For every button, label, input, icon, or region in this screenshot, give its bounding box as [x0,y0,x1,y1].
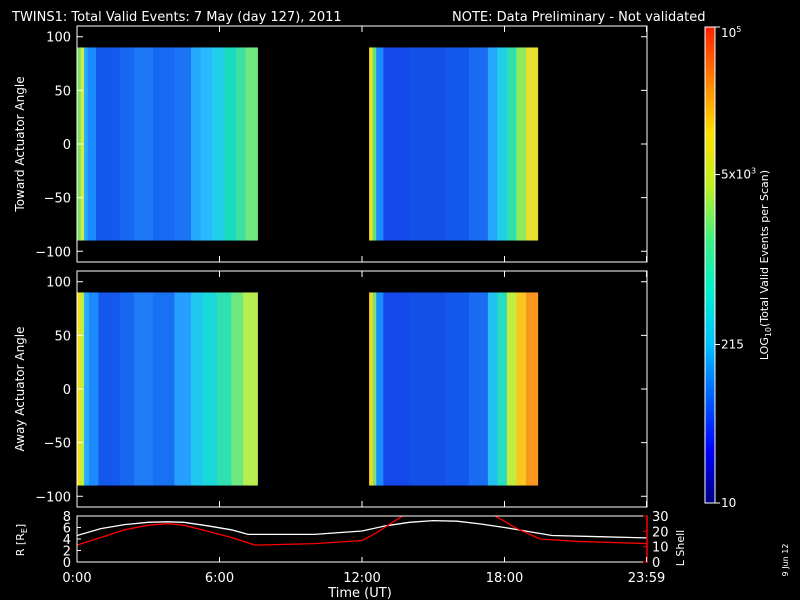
date-stamp: 9 Jun 12 [781,544,790,577]
colorbar-tick-label: 5x103 [721,167,756,182]
y-tick-label: 50 [54,84,71,99]
heatmap-cell [372,47,377,241]
heatmap-cell [119,47,135,241]
heatmap-cell [506,47,517,241]
y-tick-label: 4 [63,533,71,548]
heatmap-cell [245,47,258,241]
heatmap-cell [525,292,539,486]
heatmap-cell [236,47,247,241]
heatmap-cell [497,47,508,241]
y-tick-label: −50 [44,192,71,207]
y-tick-label: −100 [35,490,71,505]
heatmap-cell [174,292,192,486]
heatmap-cell [98,292,121,486]
heatmap-cell [376,292,384,486]
heatmap-cell [468,292,489,486]
y-tick-label: 100 [46,31,71,46]
heatmap-cell [84,292,90,486]
heatmap-cell [202,292,218,486]
orbit-left-ylabel: R [RE] [14,524,29,556]
heatmap-cell [506,292,517,486]
heatmap-cell [200,47,213,241]
x-tick-label: 12:00 [343,571,380,586]
colorbar-label: LOG10(Total Valid Events per Scan) [758,170,773,360]
orbit-right-ylabel: L Shell [674,530,687,566]
y-right-tick-label: 0 [652,556,660,571]
heatmap-cell [487,47,498,241]
y-tick-label: 2 [63,545,71,560]
heatmap-cell [119,292,135,486]
heatmap-cell [497,292,508,486]
heatmap-cell [88,292,99,486]
figure-title: TWINS1: Total Valid Events: 7 May (day 1… [11,10,342,25]
heatmap-cell [212,47,225,241]
y-tick-label: −50 [44,437,71,452]
x-tick-label: 18:00 [486,571,523,586]
y-tick-label: 0 [63,383,71,398]
away-heatmap-panel: −100 −50 0 50 100 [35,270,648,508]
heatmap-cell [191,292,204,486]
colorbar-tick-label: 215 [721,337,744,351]
heatmap-cell [231,292,244,486]
heatmap-cell [153,47,175,241]
heatmap-cell [217,292,232,486]
heatmap-cell [224,47,237,241]
heatmap-cell [87,47,97,241]
heatmap-cell [383,47,410,241]
preliminary-note: NOTE: Data Preliminary - Not validated [452,10,706,25]
toward-heatmap-panel: −100 −50 0 50 100 [35,25,648,263]
heatmap-cell [516,47,527,241]
colorbar [704,26,716,504]
heatmap-cell [96,47,121,241]
heatmap-cell [383,292,410,486]
colorbar-tick-label: 10 [721,496,736,510]
colorbar-tick-label: 105 [721,25,741,40]
heatmap-cell [525,47,539,241]
y-right-tick-label: 20 [652,525,669,540]
heatmap-cell [487,292,498,486]
x-tick-label: 0:00 [62,571,91,586]
plot-frame [76,515,648,563]
heatmap-cell [134,292,154,486]
x-tick-label: 6:00 [205,571,234,586]
y-tick-label: 100 [46,276,71,291]
l-shell-line [77,516,647,546]
heatmap-cell [376,47,384,241]
y-tick-label: 6 [63,522,71,537]
heatmap-cell [84,47,89,241]
heatmap-cell [372,292,377,486]
heatmap-cell [191,47,201,241]
heatmap-cell [445,292,470,486]
toward-ylabel: Toward Actuator Angle [13,76,27,212]
y-tick-label: 0 [63,556,71,571]
y-right-tick-label: 10 [652,541,669,556]
heatmap-cell [134,47,154,241]
heatmap-cell [516,292,527,486]
away-ylabel: Away Actuator Angle [13,326,27,451]
heatmap-cell [369,292,374,486]
heatmap-cell [468,47,489,241]
heatmap-cell [153,292,175,486]
heatmap-cell [369,47,374,241]
y-tick-label: 0 [63,138,71,153]
y-tick-label: 50 [54,329,71,344]
y-right-tick-label: 30 [652,510,669,525]
y-tick-label: 8 [63,510,71,525]
heatmap-cell [409,292,446,486]
time-xlabel: Time (UT) [327,586,392,600]
heatmap-cell [174,47,192,241]
colorbar-ticks: 10 215 5x103 105 [715,25,756,510]
heatmap-cell [445,47,470,241]
y-tick-label: −100 [35,245,71,260]
x-tick-label: 23:59 [628,571,665,586]
heatmap-cell [243,292,258,486]
r-distance-line [77,519,647,539]
heatmap-cell [409,47,446,241]
